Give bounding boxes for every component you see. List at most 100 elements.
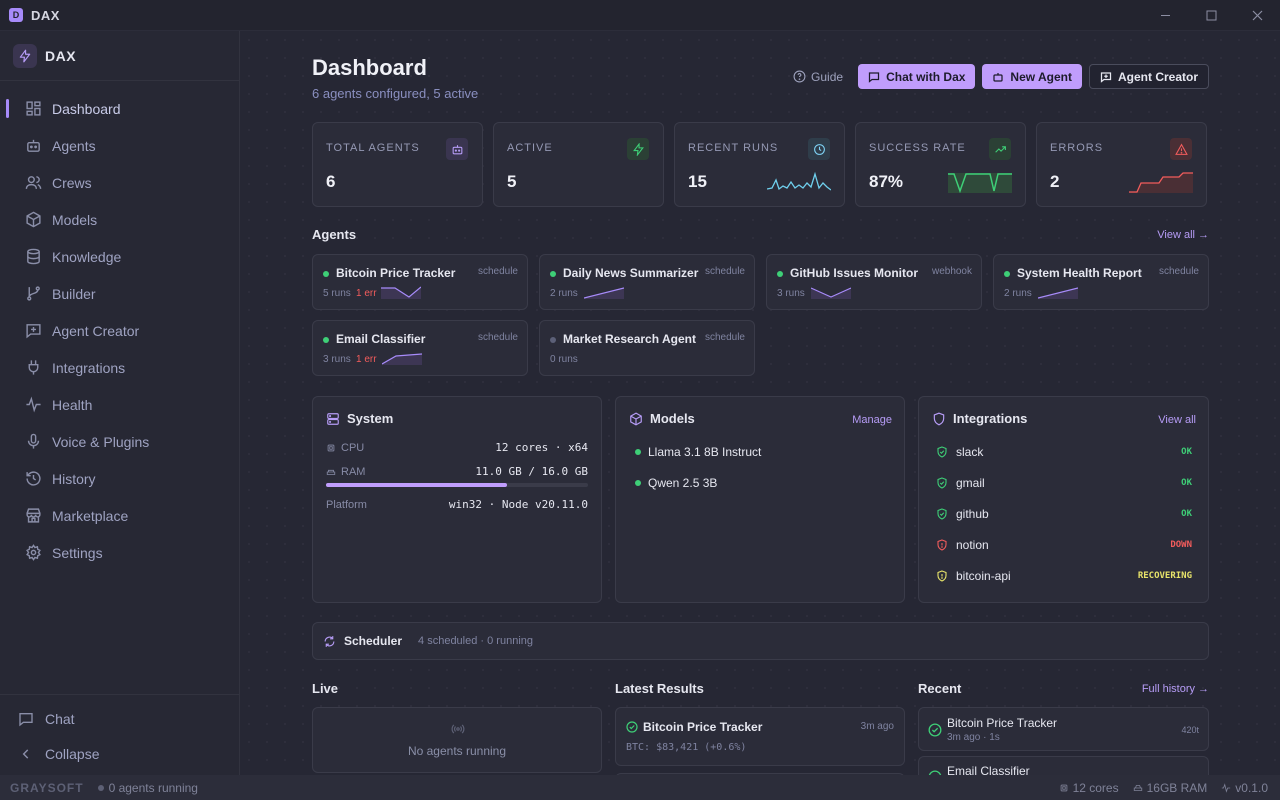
- sidebar-item-marketplace[interactable]: Marketplace: [0, 497, 239, 534]
- recent-agent-name: Email Classifier: [947, 764, 1030, 775]
- window-title: DAX: [31, 7, 60, 23]
- integrations-view-all-link[interactable]: View all: [1158, 414, 1196, 426]
- sidebar-chat-label: Chat: [45, 710, 75, 727]
- guide-label: Guide: [811, 69, 844, 84]
- shield-check-icon: [937, 508, 947, 520]
- sidebar-item-builder[interactable]: Builder: [0, 275, 239, 312]
- maximize-button[interactable]: [1188, 0, 1234, 31]
- agent-card[interactable]: System Health Report schedule 2 runs: [993, 254, 1209, 310]
- agent-runs: 0 runs: [550, 354, 578, 365]
- sidebar-item-integrations[interactable]: Integrations: [0, 349, 239, 386]
- integration-name: gmail: [956, 476, 985, 490]
- agent-name: Market Research Agent: [563, 332, 696, 346]
- server-icon: [327, 412, 339, 425]
- agent-trigger: schedule: [477, 332, 518, 343]
- sidebar-item-settings[interactable]: Settings: [0, 534, 239, 571]
- agent-card[interactable]: Email Classifier schedule 3 runs 1 err: [312, 320, 528, 376]
- check-circle-icon: [626, 721, 638, 733]
- bolt-icon: [627, 138, 649, 160]
- sidebar-chat-button[interactable]: Chat: [0, 701, 240, 736]
- agent-trigger: schedule: [1158, 266, 1199, 277]
- header-actions: Guide Chat with Dax New Agent Agent Crea…: [785, 64, 1209, 89]
- integrations-panel-title: Integrations: [932, 411, 1027, 426]
- sidebar-item-label: History: [52, 470, 96, 487]
- integration-item[interactable]: bitcoin-api RECOVERING: [936, 569, 1192, 583]
- agent-sparkline: [584, 287, 624, 299]
- recent-run-item[interactable]: Email Classifier: [918, 756, 1209, 775]
- agents-running-status: 0 agents running: [108, 780, 198, 795]
- status-dot: [550, 271, 556, 277]
- status-dot: [777, 271, 783, 277]
- ram-usage-fill: [326, 483, 507, 487]
- agents-view-all-link[interactable]: View all →: [1157, 229, 1209, 241]
- sidebar-item-knowledge[interactable]: Knowledge: [0, 238, 239, 275]
- stat-label: SUCCESS RATE: [869, 142, 966, 154]
- stat-label: ERRORS: [1050, 142, 1104, 154]
- arrow-right-icon: →: [1198, 229, 1209, 241]
- status-dot: [97, 784, 104, 791]
- guide-button[interactable]: Guide: [785, 64, 851, 89]
- close-button[interactable]: [1234, 0, 1280, 31]
- sidebar-item-agents[interactable]: Agents: [0, 127, 239, 164]
- agent-card[interactable]: GitHub Issues Monitor webhook 3 runs: [766, 254, 982, 310]
- scheduler-info: 4 scheduled · 0 running: [418, 635, 533, 647]
- cube-icon: [24, 211, 42, 229]
- result-output: BTC: $83,421 (+0.6%): [626, 742, 747, 753]
- sidebar-item-health[interactable]: Health: [0, 386, 239, 423]
- model-item[interactable]: Qwen 2.5 3B: [635, 476, 717, 490]
- ram-label: RAM: [341, 465, 366, 478]
- chat-icon: [17, 710, 35, 728]
- status-dot: [550, 337, 556, 343]
- agent-trigger: webhook: [931, 266, 972, 277]
- recent-section-title: Recent: [918, 681, 962, 696]
- sidebar-item-agent-creator[interactable]: Agent Creator: [0, 312, 239, 349]
- sidebar-item-label: Agents: [52, 137, 96, 154]
- recent-run-item[interactable]: Bitcoin Price Tracker 3m ago · 1s 420t: [918, 707, 1209, 751]
- agent-trigger: schedule: [704, 266, 745, 277]
- integration-name: slack: [956, 445, 984, 459]
- agent-sparkline: [1038, 287, 1078, 299]
- scheduler-bar[interactable]: Scheduler 4 scheduled · 0 running: [312, 622, 1209, 660]
- agent-creator-button[interactable]: Agent Creator: [1088, 64, 1209, 89]
- app-logo-icon: D: [9, 8, 23, 22]
- recent-agent-name: Bitcoin Price Tracker: [947, 716, 1058, 730]
- history-icon: [24, 470, 42, 488]
- integration-item[interactable]: notion DOWN: [936, 538, 1192, 552]
- stat-card-recent-runs: RECENT RUNS 15: [674, 122, 845, 207]
- integration-status: DOWN: [1170, 540, 1192, 550]
- agent-card[interactable]: Daily News Summarizer schedule 2 runs: [539, 254, 755, 310]
- sidebar-item-history[interactable]: History: [0, 460, 239, 497]
- agent-trigger: schedule: [477, 266, 518, 277]
- sidebar-item-crews[interactable]: Crews: [0, 164, 239, 201]
- cpu-icon: [1060, 784, 1067, 791]
- agent-card[interactable]: Bitcoin Price Tracker schedule 5 runs 1 …: [312, 254, 528, 310]
- stat-card-success-rate: SUCCESS RATE 87%: [855, 122, 1026, 207]
- integration-item[interactable]: gmail OK: [936, 476, 1192, 490]
- sidebar-item-models[interactable]: Models: [0, 201, 239, 238]
- sidebar-item-voice-plugins[interactable]: Voice & Plugins: [0, 423, 239, 460]
- ram-label: 16GB RAM: [1146, 780, 1208, 795]
- minimize-button[interactable]: [1142, 0, 1188, 31]
- shield-alert-icon: [937, 570, 947, 582]
- integration-item[interactable]: github OK: [936, 507, 1192, 521]
- sidebar-item-label: Dashboard: [52, 100, 121, 117]
- agent-card[interactable]: Market Research Agent schedule 0 runs: [539, 320, 755, 376]
- chat-with-dax-button[interactable]: Chat with Dax: [858, 64, 976, 89]
- result-card[interactable]: Bitcoin Price Tracker 3m ago BTC: $83,42…: [615, 707, 905, 766]
- models-manage-link[interactable]: Manage: [852, 414, 892, 426]
- cpu-value: 12 cores · x64: [495, 441, 588, 454]
- stat-value: 87%: [869, 172, 904, 191]
- integration-item[interactable]: slack OK: [936, 445, 1192, 459]
- new-agent-button[interactable]: New Agent: [982, 64, 1082, 89]
- sidebar-item-label: Settings: [52, 544, 103, 561]
- check-circle-icon: [928, 723, 942, 737]
- sidebar-item-dashboard[interactable]: Dashboard: [0, 90, 239, 127]
- agent-name: Daily News Summarizer: [563, 266, 699, 280]
- database-icon: [24, 248, 42, 266]
- model-item[interactable]: Llama 3.1 8B Instruct: [635, 445, 761, 459]
- message-plus-icon: [24, 322, 42, 340]
- full-history-link[interactable]: Full history →: [1142, 683, 1209, 695]
- sidebar-collapse-button[interactable]: Collapse: [0, 736, 240, 771]
- plug-icon: [24, 359, 42, 377]
